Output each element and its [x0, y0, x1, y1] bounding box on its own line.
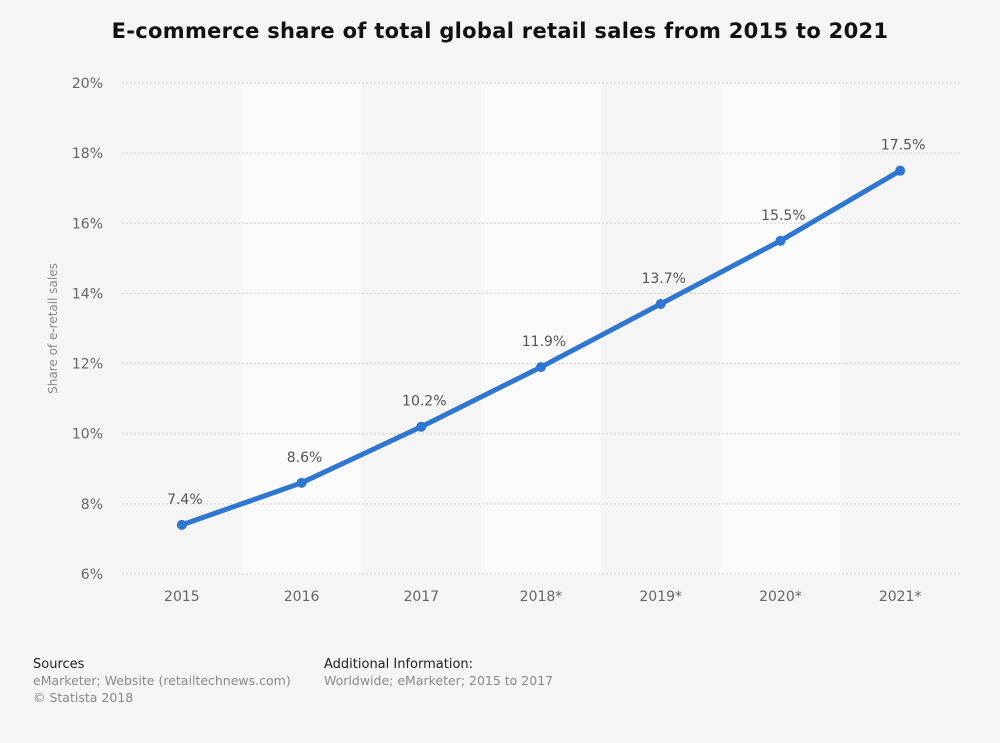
data-point [895, 165, 906, 176]
data-point [296, 477, 307, 488]
sources-heading: Sources [33, 657, 85, 672]
y-tick-label: 16% [72, 216, 103, 232]
x-tick-label: 2020* [759, 589, 802, 605]
x-tick-label: 2015 [164, 589, 200, 605]
x-tick-label: 2016 [284, 589, 320, 605]
data-label: 8.6% [287, 450, 323, 466]
column-band [241, 83, 362, 574]
data-point [775, 235, 786, 246]
sources-block: Sources eMarketer; Website (retailtechne… [33, 657, 291, 706]
x-tick-label: 2017 [403, 589, 439, 605]
y-axis-ticks: 6% 8% 10% 12% 14% 16% 18% 20% [72, 76, 103, 583]
sources-text: eMarketer; Website (retailtechnews.com) [33, 673, 291, 688]
copyright-text: © Statista 2018 [33, 690, 134, 705]
data-label: 11.9% [522, 334, 566, 350]
y-tick-label: 10% [72, 427, 103, 443]
additional-info-block: Additional Information: Worldwide; eMark… [324, 657, 553, 689]
chart-title: E-commerce share of total global retail … [111, 19, 889, 43]
data-points [176, 165, 906, 530]
x-tick-label: 2021* [879, 589, 922, 605]
y-tick-label: 14% [72, 286, 103, 302]
column-bands [241, 83, 841, 574]
x-axis-ticks: 2015 2016 2017 2018* 2019* 2020* 2021* [164, 589, 921, 605]
data-label: 17.5% [881, 138, 925, 154]
y-tick-label: 12% [72, 357, 103, 373]
y-tick-label: 18% [72, 146, 103, 162]
data-point [536, 362, 546, 373]
y-axis-title: Share of e-retail sales [46, 263, 60, 394]
data-label: 13.7% [641, 271, 685, 287]
data-label: 7.4% [167, 492, 203, 508]
column-band [720, 83, 841, 574]
y-tick-label: 20% [72, 76, 103, 92]
data-label: 15.5% [761, 208, 805, 224]
data-labels: 7.4% 8.6% 10.2% 11.9% 13.7% 15.5% 17.5% [167, 138, 925, 508]
line-chart: 6% 8% 10% 12% 14% 16% 18% 20% 2015 2016 2017 2018*… [46, 76, 960, 605]
data-point [655, 298, 666, 309]
column-band [481, 83, 601, 574]
y-tick-label: 6% [81, 567, 103, 583]
x-tick-label: 2019* [639, 589, 682, 605]
additional-info-text: Worldwide; eMarketer; 2015 to 2017 [324, 673, 554, 688]
y-tick-label: 8% [81, 497, 103, 513]
additional-info-heading: Additional Information: [324, 657, 474, 672]
data-point [176, 519, 187, 530]
data-label: 10.2% [402, 394, 446, 410]
x-tick-label: 2018* [520, 589, 563, 605]
data-point [416, 421, 427, 432]
